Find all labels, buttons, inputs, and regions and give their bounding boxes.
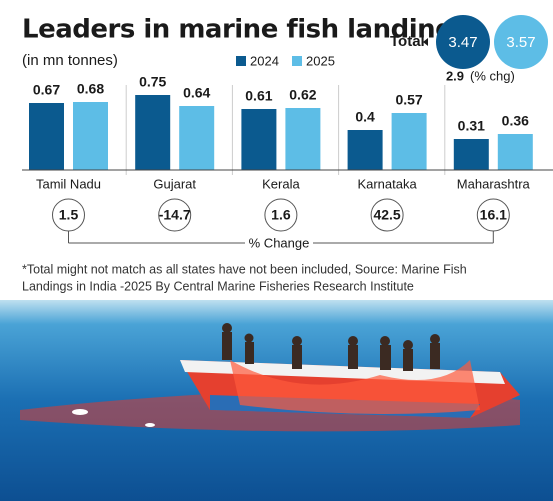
value-label: 0.31 — [458, 118, 485, 134]
total-value: 3.47 — [448, 34, 477, 51]
legend-label: 2025 — [306, 53, 335, 68]
total-change-unit: (% chg) — [470, 68, 515, 83]
bar — [241, 109, 277, 170]
value-label: 0.67 — [33, 82, 60, 98]
change-value: 1.5 — [59, 207, 79, 223]
value-label: 0.57 — [395, 92, 422, 108]
photo — [0, 300, 553, 501]
change-label: % Change — [249, 235, 310, 250]
footnote: *Total might not match as all states hav… — [22, 262, 467, 276]
value-label: 0.64 — [183, 85, 210, 101]
bar — [347, 130, 383, 170]
bar — [29, 103, 64, 170]
total-value: 3.57 — [506, 34, 535, 51]
bar — [73, 102, 108, 170]
value-label: 0.75 — [139, 74, 166, 90]
subtitle: (in mn tonnes) — [22, 52, 118, 69]
change-circle — [158, 198, 192, 232]
bar — [135, 95, 171, 170]
footnote: Landings in India -2025 By Central Marin… — [22, 279, 414, 293]
x-tick-label: Kerala — [262, 176, 300, 191]
value-label: 0.36 — [502, 113, 529, 129]
bar — [391, 113, 427, 170]
total-circle — [436, 15, 490, 69]
change-circle — [264, 198, 298, 232]
change-value: -14.7 — [159, 207, 191, 223]
bar — [497, 134, 533, 170]
total-label: Total — [390, 33, 425, 50]
legend-swatch — [292, 56, 302, 66]
change-value: 1.6 — [271, 207, 291, 223]
bracket-label-bg — [245, 235, 313, 251]
value-label: 0.4 — [355, 109, 375, 125]
bar — [179, 106, 215, 170]
total-change: 2.9 — [446, 68, 464, 83]
x-tick-label: Tamil Nadu — [36, 176, 101, 191]
x-tick-label: Gujarat — [153, 176, 196, 191]
x-tick-label: Maharashtra — [457, 176, 531, 191]
change-value: 42.5 — [373, 207, 400, 223]
total-circle — [494, 15, 548, 69]
legend-label: 2024 — [250, 53, 279, 68]
total-arrow — [423, 38, 428, 46]
value-label: 0.68 — [77, 81, 104, 97]
x-tick-label: Karnataka — [357, 176, 417, 191]
value-label: 0.62 — [289, 87, 316, 103]
change-circle — [370, 198, 404, 232]
bar — [453, 139, 489, 170]
bar — [285, 108, 321, 170]
value-label: 0.61 — [245, 88, 272, 104]
legend-swatch — [236, 56, 246, 66]
chart-title: Leaders in marine fish landings — [22, 15, 468, 45]
change-value: 16.1 — [480, 207, 507, 223]
